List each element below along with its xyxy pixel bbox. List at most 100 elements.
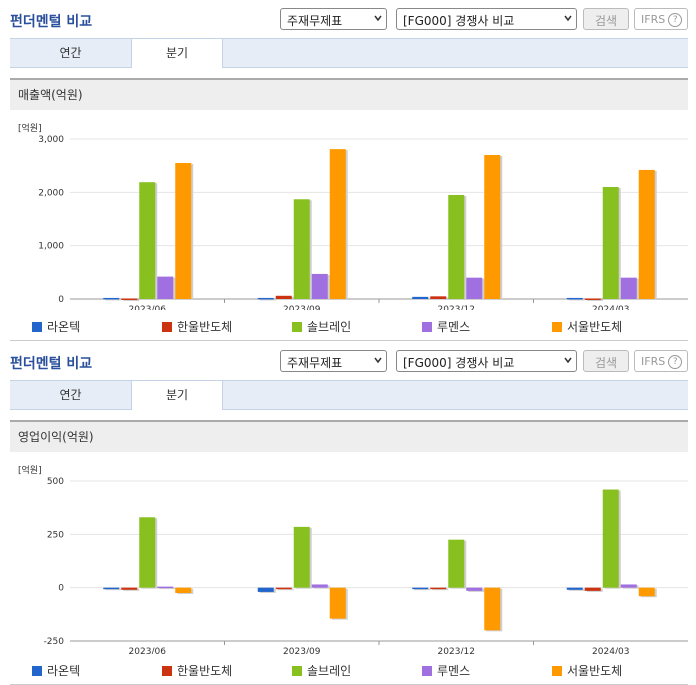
x-tick-label: 2024/03 — [592, 647, 629, 654]
statement-type-select[interactable]: 주재무제표 — [280, 8, 387, 30]
legend-label: 서울반도체 — [567, 664, 623, 678]
legend-label: 루멘스 — [437, 664, 471, 678]
tab-annual[interactable]: 연간 — [59, 388, 82, 402]
y-tick-label: 2,000 — [38, 188, 64, 198]
bar — [584, 298, 601, 300]
bar — [275, 295, 292, 299]
bar — [620, 277, 637, 299]
chart-legend: 라온텍 한울반도체 솔브레인 루멘스 서울반도체 — [32, 318, 652, 334]
legend-swatch — [422, 322, 432, 332]
fundamental-panel-1: 펀더멘털 비교 주재무제표 [FG000] 경쟁사 비교 검색 IFRS? 연간… — [0, 0, 696, 341]
x-tick-label: 2023/12 — [438, 647, 475, 654]
bar — [430, 296, 447, 299]
legend-item[interactable]: 솔브레인 — [292, 662, 351, 679]
y-tick-label: 3,000 — [38, 135, 64, 145]
bar — [484, 587, 501, 631]
legend-item[interactable]: 루멘스 — [422, 662, 470, 679]
chart-area: [억원] 0 1,000 2,000 3,000 2023/06 2023/09 2023/1… — [10, 110, 688, 341]
peer-group-select[interactable]: [FG000] 경쟁사 비교 — [396, 8, 577, 30]
bar — [157, 276, 174, 299]
bar — [293, 526, 310, 588]
tab-quarterly[interactable]: 분기 — [131, 39, 223, 68]
statement-type-select[interactable]: 주재무제표 — [280, 350, 387, 372]
peer-group-select[interactable]: [FG000] 경쟁사 비교 — [396, 350, 577, 372]
bar — [311, 273, 328, 299]
legend-label: 솔브레인 — [307, 320, 352, 334]
legend-item[interactable]: 루멘스 — [422, 318, 470, 335]
y-tick-label: 0 — [58, 584, 64, 594]
bar — [566, 297, 583, 300]
bar — [293, 199, 310, 299]
y-tick-label: 1,000 — [38, 242, 64, 252]
bar-shadow — [105, 588, 122, 591]
operating-profit-chart: [억원] -250 0 250 500 2023/06 2023/09 2023/12 2024… — [18, 464, 688, 654]
bar — [139, 182, 156, 299]
legend-item[interactable]: 한울반도체 — [162, 318, 232, 335]
ifrs-label: IFRS — [641, 355, 666, 368]
bar-shadow — [568, 298, 585, 301]
ifrs-help-button[interactable]: IFRS? — [634, 8, 688, 30]
bar — [311, 584, 328, 588]
legend-label: 서울반도체 — [567, 320, 623, 334]
tab-quarterly[interactable]: 분기 — [131, 381, 223, 410]
bar — [103, 587, 120, 590]
panel-title: 펀더멘털 비교 — [10, 14, 93, 30]
statement-type-value: 주재무제표 — [287, 14, 343, 28]
chart-area: [억원] -250 0 250 500 2023/06 2023/09 2023/12 2024… — [10, 452, 688, 685]
legend-item[interactable]: 솔브레인 — [292, 318, 351, 335]
chevron-down-icon — [564, 357, 572, 364]
unit-label: [억원] — [18, 122, 42, 134]
x-tick-label: 2023/06 — [129, 647, 167, 654]
legend-label: 한울반도체 — [177, 320, 233, 334]
chevron-down-icon — [564, 15, 572, 22]
panel-toolbar: 펀더멘털 비교 주재무제표 [FG000] 경쟁사 비교 검색 IFRS? — [0, 0, 696, 32]
chart-legend: 라온텍 한울반도체 솔브레인 루멘스 서울반도체 — [32, 662, 652, 678]
legend-swatch — [32, 322, 42, 332]
ifrs-help-button[interactable]: IFRS? — [634, 350, 688, 372]
bar — [103, 297, 120, 300]
bar — [275, 587, 292, 590]
bar — [484, 155, 501, 299]
bar — [329, 587, 346, 619]
legend-item[interactable]: 라온텍 — [32, 318, 80, 335]
bar — [121, 298, 138, 300]
bar — [329, 149, 346, 299]
question-icon: ? — [668, 355, 683, 369]
legend-swatch — [162, 666, 172, 676]
legend-item[interactable]: 라온텍 — [32, 662, 80, 679]
bar-shadow — [432, 588, 449, 591]
bar — [466, 587, 483, 591]
legend-item[interactable]: 한울반도체 — [162, 662, 232, 679]
legend-item[interactable]: 서울반도체 — [552, 318, 622, 335]
bar-shadow — [259, 298, 276, 301]
bar — [175, 587, 192, 593]
tab-annual[interactable]: 연간 — [59, 46, 82, 60]
bar-shadow — [586, 299, 603, 301]
x-tick-label: 2024/03 — [592, 305, 629, 310]
search-button[interactable]: 검색 — [583, 350, 629, 372]
bar-shadow — [277, 588, 294, 591]
search-button[interactable]: 검색 — [583, 8, 629, 30]
panel-title: 펀더멘털 비교 — [10, 356, 93, 372]
period-tabs: 연간 분기 — [10, 38, 688, 68]
legend-item[interactable]: 서울반도체 — [552, 662, 622, 679]
legend-label: 한울반도체 — [177, 664, 233, 678]
bar — [139, 517, 156, 588]
y-tick-label: 250 — [47, 530, 64, 540]
bar — [638, 169, 655, 299]
y-tick-label: -250 — [44, 637, 65, 647]
bar — [602, 489, 619, 588]
peer-group-value: [FG000] 경쟁사 비교 — [403, 356, 515, 370]
statement-type-value: 주재무제표 — [287, 356, 343, 370]
bar — [121, 587, 138, 590]
legend-swatch — [552, 322, 562, 332]
legend-swatch — [292, 322, 302, 332]
x-tick-label: 2023/12 — [438, 305, 475, 310]
chevron-down-icon — [374, 15, 382, 22]
bar — [448, 195, 465, 299]
bar — [620, 584, 637, 588]
bar-shadow — [159, 587, 176, 590]
bar — [602, 187, 619, 299]
bar — [584, 587, 601, 591]
chevron-down-icon — [374, 357, 382, 364]
